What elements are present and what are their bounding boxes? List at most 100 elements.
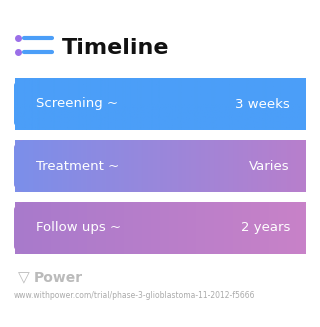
Bar	[96, 78, 98, 130]
Bar	[212, 202, 215, 254]
Bar	[297, 78, 300, 130]
Bar	[235, 202, 237, 254]
Bar	[103, 78, 106, 130]
Bar	[212, 78, 215, 130]
Bar	[55, 202, 57, 254]
Bar	[156, 140, 158, 192]
Bar	[100, 202, 103, 254]
Bar	[214, 202, 217, 254]
Bar	[102, 202, 104, 254]
Bar	[118, 202, 120, 254]
Bar	[272, 78, 275, 130]
Bar	[188, 78, 190, 130]
Bar	[269, 202, 272, 254]
Bar	[55, 140, 57, 192]
Bar	[198, 140, 200, 192]
Bar	[160, 78, 163, 130]
Bar	[81, 140, 84, 192]
Bar	[80, 78, 82, 130]
Bar	[227, 140, 230, 192]
Bar	[191, 140, 193, 192]
Bar	[28, 78, 31, 130]
Bar	[153, 202, 155, 254]
Bar	[189, 202, 192, 254]
Bar	[145, 78, 148, 130]
Bar	[292, 202, 294, 254]
Bar	[105, 78, 107, 130]
Bar	[85, 78, 88, 130]
Bar	[21, 202, 24, 254]
Bar	[118, 140, 120, 192]
Bar	[176, 78, 179, 130]
Bar	[147, 78, 149, 130]
Bar	[284, 78, 287, 130]
Bar	[267, 202, 269, 254]
Bar	[202, 202, 205, 254]
Bar	[274, 78, 276, 130]
Bar	[49, 78, 52, 130]
Bar	[293, 202, 295, 254]
Bar	[186, 140, 189, 192]
Bar	[248, 202, 250, 254]
Bar	[255, 140, 257, 192]
Bar	[20, 78, 22, 130]
Bar	[264, 202, 266, 254]
Bar	[74, 78, 76, 130]
Bar	[204, 78, 206, 130]
Bar	[272, 202, 275, 254]
Bar	[180, 202, 183, 254]
Bar	[253, 140, 256, 192]
Bar	[299, 202, 301, 254]
Bar	[35, 202, 37, 254]
Bar	[240, 202, 243, 254]
Bar	[256, 78, 259, 130]
Bar	[27, 140, 30, 192]
Bar	[92, 78, 94, 130]
Bar	[26, 78, 28, 130]
Bar	[142, 202, 145, 254]
Bar	[267, 78, 269, 130]
Bar	[102, 78, 104, 130]
Bar	[207, 78, 209, 130]
Bar	[31, 140, 34, 192]
Bar	[294, 140, 297, 192]
Bar	[163, 140, 165, 192]
Bar	[51, 140, 53, 192]
Text: Power: Power	[34, 271, 83, 285]
Bar	[232, 202, 234, 254]
Bar	[242, 78, 244, 130]
Bar	[258, 78, 260, 130]
Bar	[71, 202, 73, 254]
Bar	[35, 78, 37, 130]
Bar	[68, 140, 70, 192]
Bar	[292, 78, 294, 130]
Bar	[72, 78, 75, 130]
Bar	[162, 140, 164, 192]
Bar	[129, 140, 132, 192]
Bar	[126, 140, 129, 192]
Bar	[214, 140, 217, 192]
Bar	[64, 78, 66, 130]
Bar	[283, 202, 285, 254]
Bar	[105, 202, 107, 254]
Bar	[24, 202, 27, 254]
Bar	[195, 202, 197, 254]
Bar	[201, 140, 203, 192]
Bar	[37, 78, 40, 130]
Bar	[138, 140, 140, 192]
Bar	[297, 140, 300, 192]
Bar	[62, 202, 65, 254]
FancyBboxPatch shape	[14, 202, 306, 254]
Bar	[275, 202, 278, 254]
Bar	[24, 140, 27, 192]
Bar	[110, 78, 113, 130]
Bar	[302, 140, 304, 192]
Bar	[36, 78, 38, 130]
Bar	[235, 140, 237, 192]
Bar	[192, 202, 195, 254]
Bar	[153, 140, 155, 192]
Bar	[240, 140, 243, 192]
Bar	[59, 78, 62, 130]
Bar	[93, 202, 95, 254]
Bar	[151, 140, 154, 192]
